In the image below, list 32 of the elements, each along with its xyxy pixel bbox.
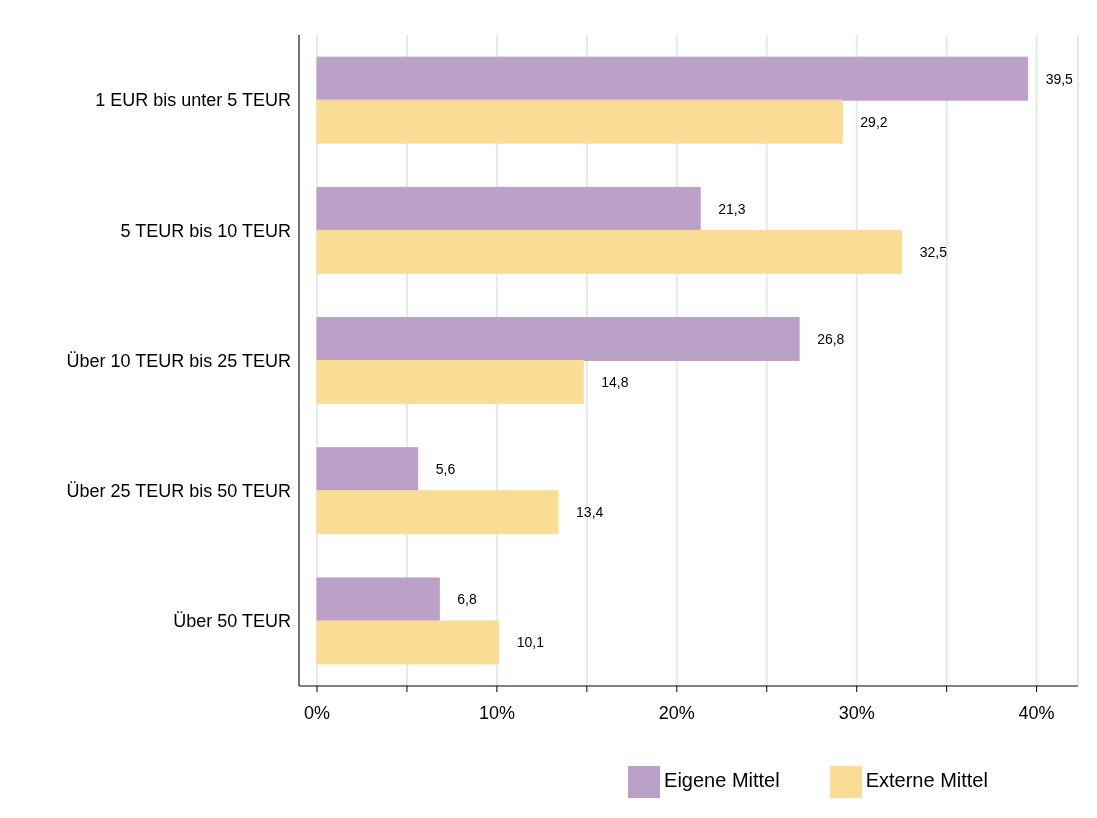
y-tick-label: Über 50 TEUR <box>173 611 291 632</box>
x-tick-label: 0% <box>303 702 330 723</box>
bar <box>316 620 500 665</box>
data-label: 26,8 <box>817 331 845 348</box>
x-tick-label: 30% <box>838 702 875 723</box>
bar <box>316 577 440 622</box>
data-label: 6,8 <box>457 591 477 608</box>
bar <box>316 186 701 231</box>
bar <box>316 490 559 535</box>
y-tick-label: Über 10 TEUR bis 25 TEUR <box>66 350 291 371</box>
bar <box>316 447 419 492</box>
bar <box>316 360 584 405</box>
x-tick-label: 20% <box>658 702 695 723</box>
data-label: 21,3 <box>718 200 746 217</box>
legend-label: Externe Mittel <box>865 769 988 792</box>
y-tick-label: Über 25 TEUR bis 50 TEUR <box>66 481 291 502</box>
data-label: 10,1 <box>516 634 545 651</box>
data-label: 14,8 <box>601 374 629 391</box>
bar <box>316 56 1029 101</box>
legend-label: Eigene Mittel <box>664 769 780 792</box>
x-tick-label: 40% <box>1018 702 1055 723</box>
data-label: 39,5 <box>1045 70 1074 87</box>
data-label: 29,2 <box>860 113 888 130</box>
x-tick-label: 10% <box>478 702 515 723</box>
bar <box>316 229 903 274</box>
bar <box>316 317 800 362</box>
data-label: 32,5 <box>919 243 948 260</box>
y-tick-label: 5 TEUR bis 10 TEUR <box>120 220 291 241</box>
y-tick-label: 1 EUR bis unter 5 TEUR <box>95 90 291 111</box>
bar <box>316 99 843 144</box>
data-label: 13,4 <box>576 504 604 521</box>
data-label: 5,6 <box>435 461 456 478</box>
